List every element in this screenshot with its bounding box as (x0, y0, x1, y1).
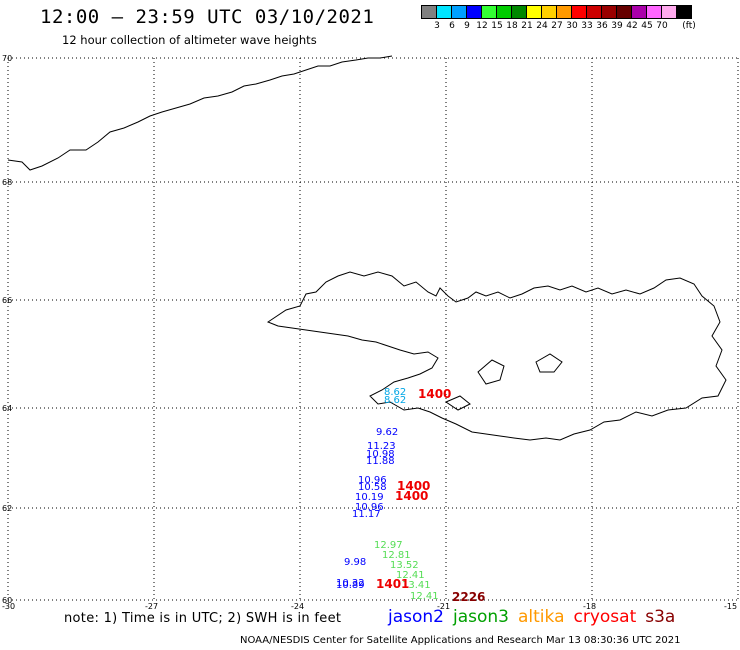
swh-label: 11.17 (352, 509, 381, 520)
scale-label: 33 (581, 21, 593, 31)
lon-label: -15 (724, 602, 737, 611)
swh-label: 13.41 (402, 580, 431, 591)
legend-altika: altika (518, 607, 565, 627)
scale-label: 24 (536, 21, 548, 31)
swh-label: 12.81 (382, 550, 411, 561)
swh-label: 10.98 (366, 449, 395, 460)
time-label: 2226 (452, 590, 485, 604)
time-label: 1400 (395, 489, 428, 503)
lon-label: -30 (2, 602, 15, 611)
swh-label: 10.58 (358, 482, 387, 493)
legend-s3a: s3a (645, 607, 676, 627)
scale-label: 9 (464, 21, 470, 31)
lat-label: 70 (2, 54, 12, 63)
swh-label: 10.19 (355, 492, 384, 503)
map-title: 12:00 – 23:59 UTC 03/10/2021 (40, 6, 375, 28)
swh-label: 10.96 (358, 475, 387, 486)
scale-label: 45 (641, 21, 653, 31)
note-text: note: 1) Time is in UTC; 2) SWH is in fe… (64, 611, 342, 626)
swh-label: 12.41 (410, 591, 439, 602)
iceland-lake (477, 359, 505, 385)
scale-label: 27 (551, 21, 563, 31)
scale-label: 6 (449, 21, 455, 31)
swh-label: 11.88 (366, 456, 395, 467)
iceland-coastline (266, 271, 727, 441)
scale-label: 12 (476, 21, 488, 31)
iceland-lake (535, 353, 563, 373)
lon-label: -27 (145, 602, 158, 611)
greenland-coastline (7, 55, 393, 171)
swh-label: 10.89 (336, 580, 365, 591)
swh-label: 12.97 (374, 540, 403, 551)
swh-label: 10.96 (355, 502, 384, 513)
lat-label: 62 (2, 504, 12, 513)
scale-label: 15 (491, 21, 503, 31)
lat-label: 60 (2, 596, 12, 605)
scale-label: 39 (611, 21, 623, 31)
lat-label: 64 (2, 404, 12, 413)
scale-label: 70 (656, 21, 668, 31)
scale-label: 18 (506, 21, 518, 31)
swh-label: 9.62 (376, 427, 398, 438)
swh-label: 9.98 (344, 557, 366, 568)
credit-text: NOAA/NESDIS Center for Satellite Applica… (240, 635, 681, 646)
swh-label: 8.62 (384, 395, 406, 406)
scale-label: 21 (521, 21, 533, 31)
time-label: 1400 (397, 479, 430, 493)
scale-label: 3 (434, 21, 440, 31)
color-scale (421, 5, 692, 19)
lat-label: 66 (2, 296, 12, 305)
lat-label: 68 (2, 178, 12, 187)
legend-jason2: jason2 (388, 607, 444, 627)
swh-label: 10.32 (336, 578, 365, 589)
legend-jason3: jason3 (453, 607, 509, 627)
scale-label: 42 (626, 21, 638, 31)
lon-label: -24 (291, 602, 304, 611)
swh-label: 12.41 (396, 570, 425, 581)
time-label: 1401 (376, 577, 409, 591)
lon-label: -18 (583, 602, 596, 611)
color-swatch (676, 5, 692, 19)
swh-label: 8.62 (384, 387, 406, 398)
legend-cryosat: cryosat (573, 607, 637, 627)
scale-label: (ft) (682, 21, 696, 31)
satellite-legend: jason2 jason3 altika cryosat s3a (388, 607, 675, 627)
scale-label: 36 (596, 21, 608, 31)
swh-label: 13.52 (390, 560, 419, 571)
color-scale-labels: 3 6 9 12 15 18 21 24 27 30 33 36 39 42 4… (421, 21, 740, 33)
iceland-lake (444, 395, 471, 411)
lon-label: -21 (437, 602, 450, 611)
swh-label: 11.23 (367, 441, 396, 452)
time-label: 1400 (418, 387, 451, 401)
scale-label: 30 (566, 21, 578, 31)
map-subtitle: 12 hour collection of altimeter wave hei… (62, 33, 317, 47)
